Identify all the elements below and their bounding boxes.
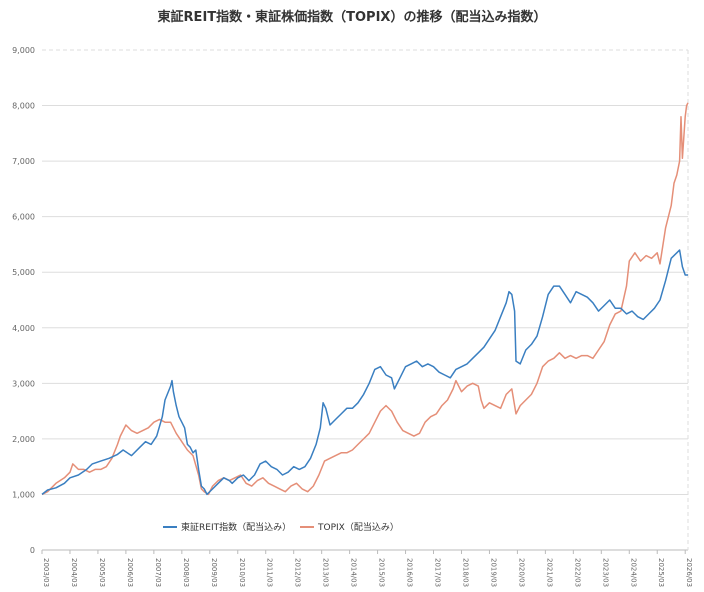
x-tick-label: 2008/03 [182, 558, 190, 587]
x-axis-ticks: 2003/03 2004/03 2005/03 2006/03 2007/03 2008/… [41, 550, 693, 587]
x-tick-label: 2022/03 [573, 558, 581, 587]
x-tick-label: 2020/03 [517, 558, 525, 587]
x-tick-label: 2010/03 [238, 558, 246, 587]
x-tick-label: 2014/03 [350, 558, 358, 587]
x-tick-label: 2015/03 [378, 558, 386, 587]
series-line-1 [41, 102, 689, 496]
x-tick-label: 2005/03 [98, 558, 106, 587]
x-tick-label: 2003/03 [42, 558, 50, 587]
x-tick-label: 2007/03 [154, 558, 162, 587]
y-tick-label: 2,000 [12, 435, 35, 444]
x-tick-label: 2023/03 [601, 558, 609, 587]
x-tick-label: 2009/03 [210, 558, 218, 587]
x-tick-label: 2025/03 [657, 558, 665, 587]
series-line-0 [41, 249, 688, 496]
y-tick-label: 6,000 [12, 213, 35, 222]
x-tick-label: 2024/03 [629, 558, 637, 587]
x-tick-label: 2011/03 [266, 558, 274, 587]
y-tick-label: 1,000 [12, 490, 35, 499]
x-tick-label: 2018/03 [461, 558, 469, 587]
chart-title: 東証REIT指数・東証株価指数（TOPIX）の推移（配当込み指数） [157, 10, 547, 25]
x-tick-label: 2013/03 [322, 558, 330, 587]
gridlines [42, 49, 689, 551]
y-tick-label: 5,000 [12, 268, 35, 277]
legend-label: TOPIX（配当込み） [317, 521, 399, 533]
x-tick-label: 2006/03 [126, 558, 134, 587]
legend-label: 東証REIT指数（配当込み） [181, 521, 291, 533]
x-tick-label: 2004/03 [70, 558, 78, 587]
x-tick-label: 2021/03 [545, 558, 553, 587]
x-tick-label: 2019/03 [489, 558, 497, 587]
y-tick-label: 8,000 [12, 102, 35, 111]
x-tick-label: 2016/03 [406, 558, 414, 587]
series-lines [41, 102, 689, 496]
y-tick-label: 4,000 [12, 324, 35, 333]
y-tick-label: 3,000 [12, 379, 35, 388]
y-axis-ticks: 0 1,000 2,000 3,000 4,000 5,000 6,000 7,000 8,00… [12, 46, 35, 555]
legend: 東証REIT指数（配当込み） TOPIX（配当込み） [163, 521, 399, 533]
y-tick-label: 7,000 [12, 157, 35, 166]
y-tick-label: 0 [30, 546, 35, 555]
x-tick-label: 2012/03 [294, 558, 302, 587]
y-tick-label: 9,000 [12, 46, 35, 55]
x-tick-label: 2017/03 [434, 558, 442, 587]
x-tick-label: 2026/03 [685, 558, 693, 587]
